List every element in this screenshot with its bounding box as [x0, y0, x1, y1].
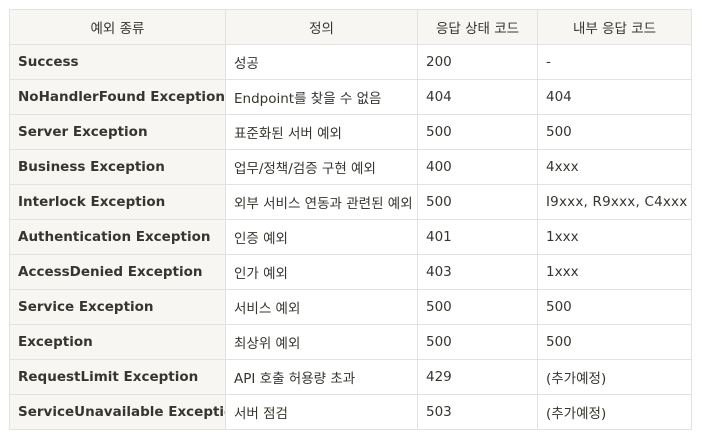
cell-exception-type: AccessDenied Exception — [9, 254, 226, 290]
cell-status-code: 400 — [417, 149, 538, 185]
exception-table: 예외 종류 정의 응답 상태 코드 내부 응답 코드 Success 성공 20… — [9, 9, 692, 430]
cell-definition: 표준화된 서버 예외 — [225, 114, 418, 150]
cell-status-code: 500 — [417, 324, 538, 360]
cell-definition: API 호출 허용량 초과 — [225, 359, 418, 395]
table-row: Service Exception 서비스 예외 500 500 — [9, 289, 692, 325]
cell-internal-code: - — [537, 44, 692, 80]
cell-internal-code: 1xxx — [537, 219, 692, 255]
table-row: RequestLimit Exception API 호출 허용량 초과 429… — [9, 359, 692, 395]
header-definition: 정의 — [225, 9, 418, 45]
cell-exception-type: Exception — [9, 324, 226, 360]
cell-internal-code: 500 — [537, 289, 692, 325]
table-row: Interlock Exception 외부 서비스 연동과 관련된 예외 50… — [9, 184, 692, 220]
cell-definition: Endpoint를 찾을 수 없음 — [225, 79, 418, 115]
cell-status-code: 503 — [417, 394, 538, 430]
cell-internal-code: (추가예정) — [537, 394, 692, 430]
cell-internal-code: 500 — [537, 114, 692, 150]
cell-exception-type: Interlock Exception — [9, 184, 226, 220]
table-header-row: 예외 종류 정의 응답 상태 코드 내부 응답 코드 — [9, 9, 692, 45]
cell-exception-type: Server Exception — [9, 114, 226, 150]
table-row: Exception 최상위 예외 500 500 — [9, 324, 692, 360]
header-exception-type: 예외 종류 — [9, 9, 226, 45]
cell-exception-type: Service Exception — [9, 289, 226, 325]
cell-internal-code: I9xxx, R9xxx, C4xxx — [537, 184, 692, 220]
cell-definition: 업무/정책/검증 구현 예외 — [225, 149, 418, 185]
cell-exception-type: Authentication Exception — [9, 219, 226, 255]
cell-status-code: 429 — [417, 359, 538, 395]
cell-internal-code: 1xxx — [537, 254, 692, 290]
cell-exception-type: Business Exception — [9, 149, 226, 185]
header-internal-code: 내부 응답 코드 — [537, 9, 692, 45]
cell-definition: 성공 — [225, 44, 418, 80]
table-row: AccessDenied Exception 인가 예외 403 1xxx — [9, 254, 692, 290]
cell-status-code: 403 — [417, 254, 538, 290]
table-row: NoHandlerFound Exception Endpoint를 찾을 수 … — [9, 79, 692, 115]
cell-definition: 서버 점검 — [225, 394, 418, 430]
cell-internal-code: 404 — [537, 79, 692, 115]
cell-definition: 인가 예외 — [225, 254, 418, 290]
cell-status-code: 500 — [417, 114, 538, 150]
table-row: Server Exception 표준화된 서버 예외 500 500 — [9, 114, 692, 150]
header-status-code: 응답 상태 코드 — [417, 9, 538, 45]
cell-internal-code: (추가예정) — [537, 359, 692, 395]
cell-internal-code: 4xxx — [537, 149, 692, 185]
table-row: ServiceUnavailable Exception 서버 점검 503 (… — [9, 394, 692, 430]
cell-definition: 외부 서비스 연동과 관련된 예외 — [225, 184, 418, 220]
table-row: Business Exception 업무/정책/검증 구현 예외 400 4x… — [9, 149, 692, 185]
cell-exception-type: Success — [9, 44, 226, 80]
cell-status-code: 404 — [417, 79, 538, 115]
cell-exception-type: NoHandlerFound Exception — [9, 79, 226, 115]
cell-definition: 최상위 예외 — [225, 324, 418, 360]
cell-definition: 인증 예외 — [225, 219, 418, 255]
cell-exception-type: RequestLimit Exception — [9, 359, 226, 395]
cell-internal-code: 500 — [537, 324, 692, 360]
cell-status-code: 200 — [417, 44, 538, 80]
cell-status-code: 401 — [417, 219, 538, 255]
table-row: Success 성공 200 - — [9, 44, 692, 80]
cell-status-code: 500 — [417, 289, 538, 325]
cell-exception-type: ServiceUnavailable Exception — [9, 394, 226, 430]
table-row: Authentication Exception 인증 예외 401 1xxx — [9, 219, 692, 255]
cell-definition: 서비스 예외 — [225, 289, 418, 325]
cell-status-code: 500 — [417, 184, 538, 220]
